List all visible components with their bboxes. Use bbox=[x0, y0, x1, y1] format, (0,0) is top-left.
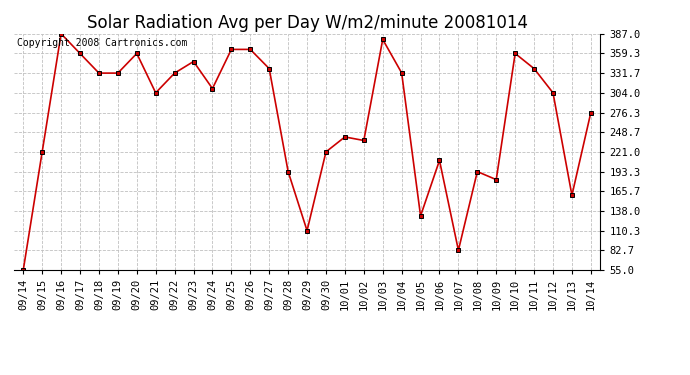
Title: Solar Radiation Avg per Day W/m2/minute 20081014: Solar Radiation Avg per Day W/m2/minute … bbox=[86, 14, 528, 32]
Text: Copyright 2008 Cartronics.com: Copyright 2008 Cartronics.com bbox=[17, 39, 187, 48]
